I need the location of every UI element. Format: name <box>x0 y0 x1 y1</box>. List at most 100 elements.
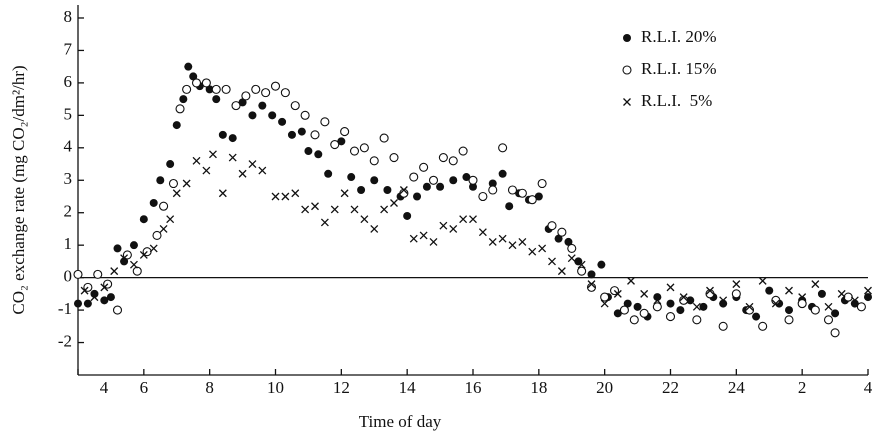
point <box>349 146 360 156</box>
point <box>831 309 840 318</box>
point <box>238 98 247 107</box>
point <box>597 260 606 269</box>
point <box>350 205 359 214</box>
point <box>824 302 833 311</box>
x-tick-label: 12 <box>333 378 350 397</box>
legend-label: R.L.I. 20% <box>641 27 717 46</box>
point <box>271 192 280 201</box>
point <box>379 133 389 143</box>
point <box>106 293 115 302</box>
point <box>159 224 168 233</box>
point <box>320 117 330 127</box>
point <box>758 276 767 285</box>
point <box>90 293 99 302</box>
point <box>172 189 181 198</box>
point <box>258 166 267 175</box>
point <box>166 215 175 224</box>
y-tick-label: 0 <box>64 267 73 286</box>
point <box>507 185 518 195</box>
point <box>758 321 768 331</box>
point <box>205 85 214 94</box>
point <box>665 312 676 322</box>
point <box>784 315 794 325</box>
point <box>505 202 514 211</box>
point <box>380 205 389 214</box>
legend-label: R.L.I. 5% <box>641 91 712 110</box>
point <box>80 286 89 295</box>
point <box>218 130 227 139</box>
x-tick-label: 4 <box>100 378 109 397</box>
point <box>817 289 826 298</box>
point <box>120 254 129 263</box>
point <box>785 306 793 315</box>
legend-marker <box>622 65 632 75</box>
point <box>261 88 271 98</box>
point <box>692 315 702 325</box>
point <box>149 198 158 207</box>
point <box>301 205 310 214</box>
point <box>409 172 419 182</box>
y-tick-label: 3 <box>64 169 73 188</box>
point <box>330 205 339 214</box>
point <box>390 199 398 207</box>
point <box>370 176 379 185</box>
point <box>623 299 632 308</box>
point <box>449 224 458 233</box>
point <box>469 182 477 191</box>
y-tick-label: -1 <box>58 299 72 318</box>
point <box>290 101 300 111</box>
point <box>287 130 296 139</box>
point <box>360 215 369 224</box>
point <box>168 178 179 189</box>
point <box>383 186 392 194</box>
point <box>280 88 290 98</box>
point <box>619 305 629 315</box>
point <box>211 84 221 94</box>
point <box>686 296 695 305</box>
point <box>238 169 247 178</box>
point <box>179 95 188 104</box>
point <box>218 189 227 198</box>
point <box>300 110 310 120</box>
point <box>311 202 319 211</box>
point <box>527 195 537 205</box>
legend-marker <box>623 34 631 42</box>
point <box>175 104 185 114</box>
x-axis-label: Time of day <box>359 412 442 431</box>
point <box>439 221 448 230</box>
point <box>370 224 379 233</box>
point <box>528 247 537 256</box>
point <box>537 178 547 189</box>
point <box>508 241 517 250</box>
x-tick-label: 8 <box>205 378 214 397</box>
point <box>281 192 290 201</box>
point <box>347 173 356 182</box>
point <box>413 192 422 201</box>
point <box>557 227 567 237</box>
point <box>438 152 448 163</box>
point <box>270 81 281 91</box>
point <box>587 280 596 289</box>
point <box>409 234 418 243</box>
point <box>462 173 471 182</box>
point <box>403 211 412 220</box>
point <box>864 286 872 295</box>
point <box>310 130 320 140</box>
point <box>166 160 175 169</box>
point <box>340 127 350 137</box>
point <box>666 299 675 308</box>
point <box>567 254 576 263</box>
point <box>241 91 251 101</box>
point <box>765 286 774 295</box>
point <box>129 241 138 250</box>
x-tick-label: 4 <box>864 378 873 397</box>
point <box>152 230 162 240</box>
y-tick-label: 7 <box>64 39 73 58</box>
point <box>268 111 277 120</box>
legend-marker <box>623 98 631 106</box>
y-tick-label: 2 <box>64 202 73 221</box>
point <box>139 250 148 259</box>
point <box>73 269 83 279</box>
point <box>100 296 109 305</box>
